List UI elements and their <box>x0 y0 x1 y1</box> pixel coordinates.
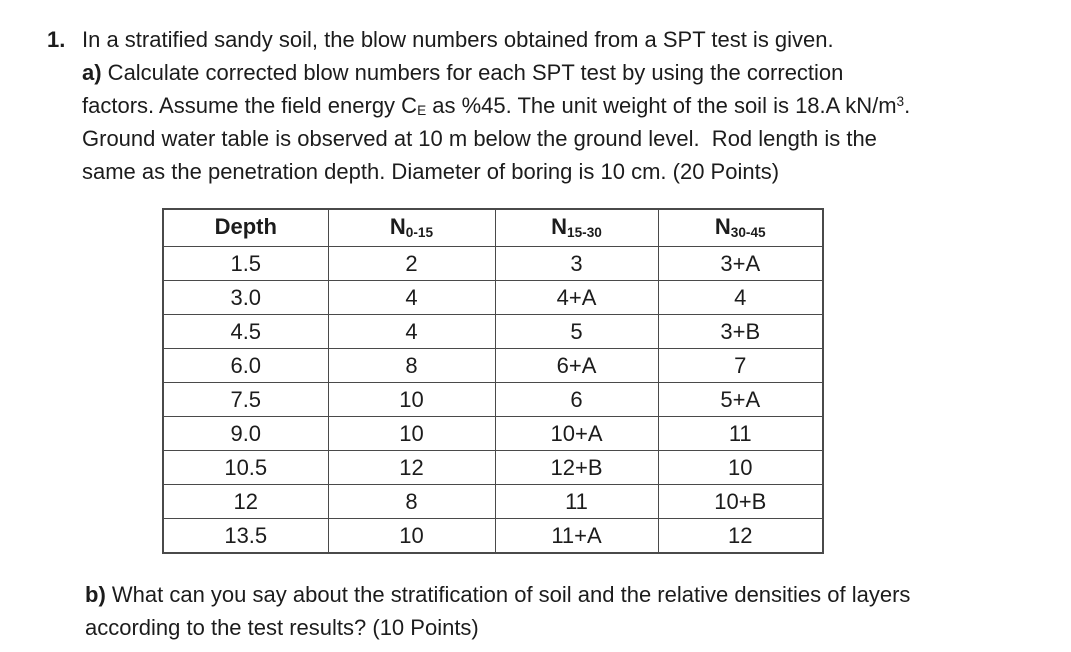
table-cell: 12 <box>327 450 496 485</box>
table-cell: 12 <box>162 484 329 519</box>
header-subscript: 30-45 <box>730 225 766 240</box>
table-cell: 12+B <box>494 450 659 485</box>
table-cell: 4.5 <box>162 314 329 349</box>
table-row: 7.5 10 6 5+A <box>162 382 824 417</box>
column-header-n0-15: N0-15 <box>327 208 496 247</box>
part-a-line-2: factors. Assume the field energy CE as %… <box>82 89 910 122</box>
header-text: N <box>551 214 568 239</box>
table-cell: 11+A <box>494 518 659 554</box>
header-subscript: 15-30 <box>567 225 602 240</box>
part-a-line-4: same as the penetration depth. Diameter … <box>82 159 780 184</box>
table-row: 4.5 4 5 3+B <box>162 314 824 349</box>
part-a-line-1: a) Calculate corrected blow numbers for … <box>82 56 910 89</box>
table-cell: 6.0 <box>162 348 329 383</box>
question-number: 1. <box>47 27 66 52</box>
table-cell: 10+A <box>494 416 659 451</box>
table-cell: 3+A <box>657 246 824 281</box>
table-cell: 11 <box>494 484 659 519</box>
part-b-line-2: according to the test results? (10 Point… <box>85 615 479 640</box>
table-cell: 5+A <box>657 382 824 417</box>
table-cell: 5 <box>494 314 659 349</box>
table-cell: 2 <box>327 246 496 281</box>
header-text: N <box>714 214 731 239</box>
table-cell: 3 <box>494 246 659 281</box>
question-body: In a stratified sandy soil, the blow num… <box>82 23 910 188</box>
table-cell: 7.5 <box>162 382 329 417</box>
table-cell: 8 <box>327 348 496 383</box>
part-b-line-1-text: What can you say about the stratificatio… <box>105 582 911 607</box>
cubed-superscript: 3 <box>896 93 905 109</box>
table-cell: 6 <box>494 382 659 417</box>
table-row: 6.0 8 6+A 7 <box>162 348 824 383</box>
part-a-line-3: Ground water table is observed at 10 m b… <box>82 126 877 151</box>
table-header-row: Depth N0-15 N15-30 N30-45 <box>162 208 824 247</box>
table-cell: 13.5 <box>162 518 329 554</box>
table-cell: 7 <box>657 348 824 383</box>
table-cell: 10 <box>657 450 824 485</box>
part-a-line-2-mid: as %45. The unit weight of the soil is 1… <box>426 93 897 118</box>
table-cell: 10 <box>327 518 496 554</box>
table-cell: 10.5 <box>162 450 329 485</box>
column-header-n15-30: N15-30 <box>494 208 659 247</box>
table-row: 9.0 10 10+A 11 <box>162 416 824 451</box>
spt-blow-numbers-table: Depth N0-15 N15-30 N30-45 1.5 2 3 3+A 3.… <box>162 208 824 554</box>
column-header-n30-45: N30-45 <box>657 208 824 247</box>
table-cell: 10+B <box>657 484 824 519</box>
table-cell: 4+A <box>494 280 659 315</box>
table-cell: 6+A <box>494 348 659 383</box>
part-b-section: b) What can you say about the stratifica… <box>85 578 910 644</box>
table-row: 1.5 2 3 3+A <box>162 246 824 281</box>
table-cell: 9.0 <box>162 416 329 451</box>
table-cell: 4 <box>327 280 496 315</box>
table-cell: 8 <box>327 484 496 519</box>
table-cell: 1.5 <box>162 246 329 281</box>
table-cell: 3.0 <box>162 280 329 315</box>
part-b-line-1: b) What can you say about the stratifica… <box>85 578 910 611</box>
table-cell: 10 <box>327 382 496 417</box>
table-cell: 3+B <box>657 314 824 349</box>
table-row: 3.0 4 4+A 4 <box>162 280 824 315</box>
question-intro-line: In a stratified sandy soil, the blow num… <box>82 27 834 52</box>
table-row: 10.5 12 12+B 10 <box>162 450 824 485</box>
table-row: 12 8 11 10+B <box>162 484 824 519</box>
table-cell: 11 <box>657 416 824 451</box>
part-a-line-2-end: . <box>904 93 911 118</box>
part-a-line-2-pre: factors. Assume the field energy C <box>82 93 418 118</box>
column-header-depth: Depth <box>162 208 329 247</box>
ce-subscript: E <box>417 102 427 118</box>
table-row: 13.5 10 11+A 12 <box>162 518 824 554</box>
part-b-label: b) <box>85 582 106 607</box>
part-a-label: a) <box>82 60 102 85</box>
table-cell: 4 <box>327 314 496 349</box>
table-cell: 4 <box>657 280 824 315</box>
header-text: N <box>389 214 406 239</box>
part-a-line-1-text: Calculate corrected blow numbers for eac… <box>101 60 844 85</box>
header-text: Depth <box>214 214 277 239</box>
table-cell: 12 <box>657 518 824 554</box>
header-subscript: 0-15 <box>405 225 434 240</box>
table-cell: 10 <box>327 416 496 451</box>
